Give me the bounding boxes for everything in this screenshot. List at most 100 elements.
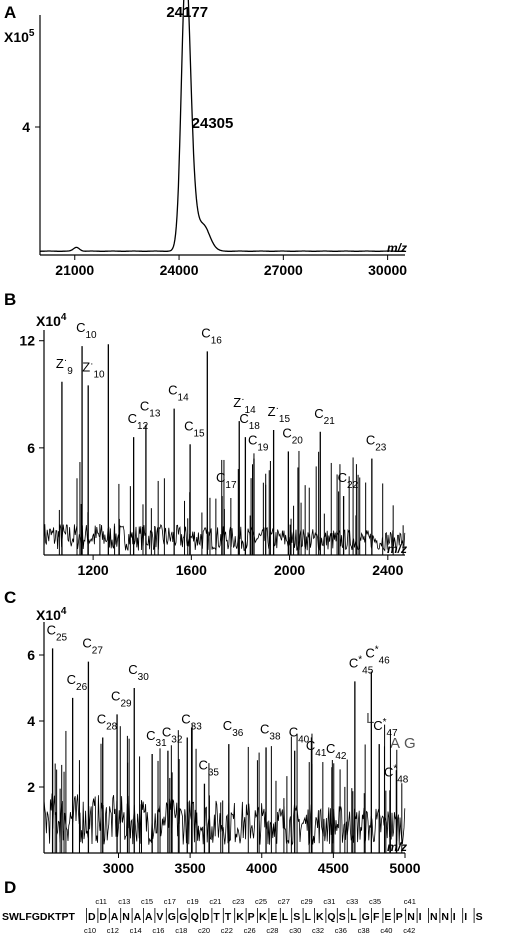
peak-label: C*48 [384,763,409,785]
sequence-residue: I [464,911,467,923]
peak-label: C38 [260,721,281,742]
peak-label: C*45 [349,654,374,676]
peak-label: C14 [168,383,189,404]
sequence-residue: G [179,911,187,923]
fragment-label-top: c17 [164,897,176,906]
fragment-label-bottom: c38 [358,926,370,935]
fragment-label-bottom: c22 [221,926,233,935]
sequence-residue: T [213,911,220,923]
peak-label: Z·14 [233,394,256,416]
sequence-residue: L [350,911,357,923]
x-tick-label-a: 21000 [55,262,94,278]
sequence-residue: A [111,911,119,923]
peak-mass-label-a: 24305 [192,115,234,132]
fragment-label-top: c41 [404,897,416,906]
y-tick-label: 12 [19,333,35,349]
y-multiplier-c: X104 [36,606,67,623]
y-tick-label: 6 [27,647,35,663]
sequence-residue: N [122,911,130,923]
fragment-label-top: c27 [278,897,290,906]
peak-label: C23 [366,433,387,454]
peak-label: C15 [184,418,205,439]
x-axis-unit: m/z [387,840,407,854]
fragment-label-bottom: c20 [198,926,210,935]
fragment-label-top: c29 [301,897,313,906]
fragment-label-top: c23 [232,897,244,906]
fragment-label-bottom: c42 [403,926,415,935]
peak-label: C20 [282,425,303,446]
sequence-residue: T [225,911,232,923]
panel-label-c: C [4,588,16,607]
peak-label: C41 [306,738,327,759]
y-tick-label-a: 4 [22,119,30,135]
x-tick-label-a: 30000 [368,262,407,278]
sequence-residue: S [293,911,300,923]
sequence-residue: I [453,911,456,923]
sequence-residue: S [339,911,346,923]
sequence-residue: P [248,911,255,923]
sequence-residue: L [305,911,312,923]
x-tick-label: 1200 [78,562,109,578]
sequence-residue: F [373,911,380,923]
sequence-residue: N [441,911,449,923]
x-tick-label-a: 24000 [160,262,199,278]
peak-label: C31 [146,728,167,749]
y-tick-label: 4 [27,713,35,729]
peak-label: C25 [47,622,68,643]
panel-label-d: D [4,878,16,897]
peak-label: C28 [97,712,118,733]
peak-label: C36 [223,718,244,739]
peak-label: C16 [201,325,222,346]
fragment-label-top: c25 [255,897,267,906]
noise-trace-c [43,793,406,846]
fragment-label-top: c35 [369,897,381,906]
y-tick-label: 2 [27,779,35,795]
peak-label: C13 [140,399,161,420]
peak-label: Z·15 [268,403,291,425]
peak-label: Z·9 [56,355,73,377]
peak-label: C30 [128,662,149,683]
sequence-residue: V [156,911,163,923]
fragment-label-bottom: c12 [107,926,119,935]
y-multiplier-a: X105 [4,28,35,45]
sequence-residue: N [407,911,415,923]
sequence-residue: P [396,911,403,923]
peak-label: C*47 [373,717,398,739]
fragment-label-top: c33 [346,897,358,906]
sequence-residue: A [145,911,153,923]
peak-label: C42 [326,741,347,762]
peak-label: C32 [162,725,183,746]
peak-label: C10 [76,320,97,341]
peak-label: C19 [248,433,269,454]
sequence-residue: G [362,911,370,923]
fragment-label-top: c15 [141,897,153,906]
fragment-label-top: c21 [209,897,221,906]
fragment-label-top: c31 [323,897,335,906]
peak-label: C35 [198,758,219,779]
peak-label: C29 [111,688,132,709]
fragment-label-bottom: c18 [175,926,187,935]
fragment-label-bottom: c36 [335,926,347,935]
x-tick-label: 2000 [274,562,305,578]
fragment-label-bottom: c32 [312,926,324,935]
sequence-residue: D [99,911,107,923]
peak-label: C18 [239,411,260,432]
fragment-label-top: c13 [118,897,130,906]
sequence-prefix: SWLFGDKTPT [2,911,75,923]
x-tick-label: 3000 [103,860,134,876]
x-tick-label: 5000 [389,860,420,876]
sequence-residue: S [476,911,483,923]
sequence-residue: Q [327,911,335,923]
peak-label: C17 [216,470,237,491]
sequence-residue: I [419,911,422,923]
sequence-residue: K [259,911,267,923]
x-tick-label-a: 27000 [264,262,303,278]
sequence-residue: E [270,911,277,923]
sequence-residue: K [316,911,324,923]
peak-label: C27 [82,636,103,657]
sequence-residue: D [88,911,96,923]
panel-label-b: B [4,290,16,309]
y-multiplier-b: X104 [36,312,67,329]
peak-mass-label-a: 24177 [166,4,208,21]
